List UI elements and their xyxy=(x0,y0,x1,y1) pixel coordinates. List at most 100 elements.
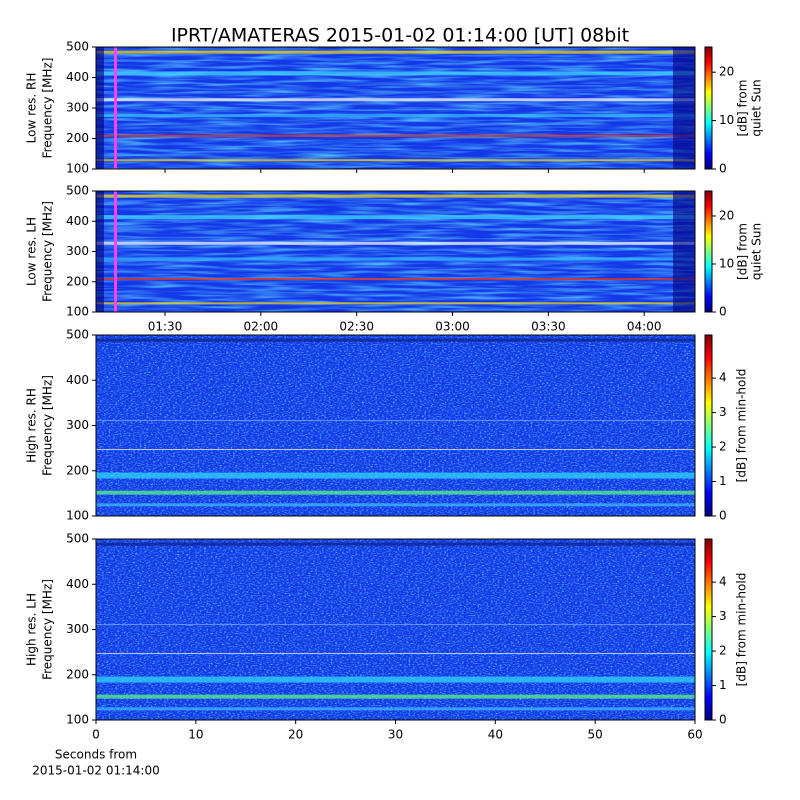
spectral-feature xyxy=(96,472,695,479)
x-tick-label: 03:00 xyxy=(435,320,470,334)
x-tick-label: 0 xyxy=(92,728,100,742)
colorbar xyxy=(704,334,713,517)
y-axis-label: High res. RH xyxy=(25,388,39,463)
x-axis-label: 2015-01-02 01:14:00 xyxy=(32,764,159,778)
colorbar-label: [dB] from xyxy=(736,80,750,137)
colorbar-label: quiet Sun xyxy=(750,79,764,136)
colorbar-tick-label: 0 xyxy=(719,713,727,727)
edge-block xyxy=(673,47,695,169)
chart-title: IPRT/AMATERAS 2015-01-02 01:14:00 [UT] 0… xyxy=(171,25,629,47)
y-tick-label: 200 xyxy=(66,274,89,288)
spectral-feature xyxy=(96,159,695,162)
spectral-feature xyxy=(96,257,695,261)
colorbar-tick-label: 10 xyxy=(719,113,734,127)
y-tick-label: 500 xyxy=(66,532,89,546)
colorbar-tick-label: 1 xyxy=(719,678,727,692)
x-tick-label: 02:00 xyxy=(244,320,279,334)
spectral-feature xyxy=(96,215,695,220)
colorbar-label: [dB] from min-hold xyxy=(735,573,749,687)
y-axis-label: Low res. RH xyxy=(25,73,39,144)
x-tick-label: 10 xyxy=(188,728,203,742)
colorbar-label: quiet Sun xyxy=(750,223,764,280)
spectral-feature xyxy=(96,194,695,198)
y-tick-label: 100 xyxy=(66,509,89,523)
y-tick-label: 100 xyxy=(66,305,89,319)
y-tick-label: 200 xyxy=(66,463,89,477)
colorbar-tick-label: 20 xyxy=(719,65,734,79)
spectral-feature xyxy=(96,676,695,683)
y-axis-label: Frequency [MHz] xyxy=(41,579,55,680)
spectral-feature xyxy=(96,420,695,422)
edge-block xyxy=(96,191,104,312)
x-tick-label: 60 xyxy=(687,728,702,742)
x-tick-label: 20 xyxy=(288,728,303,742)
spectrogram-texture xyxy=(96,191,695,312)
colorbar-tick-label: 3 xyxy=(719,405,727,419)
spectral-feature xyxy=(96,302,695,305)
y-axis-label: Low res. LH xyxy=(25,217,39,286)
y-axis-label: High res. LH xyxy=(25,593,39,666)
colorbar-tick-label: 1 xyxy=(719,474,727,488)
y-axis-label: Frequency [MHz] xyxy=(41,201,55,302)
y-tick-label: 400 xyxy=(66,214,89,228)
spectrogram-texture xyxy=(96,335,695,516)
colorbar-tick-label: 10 xyxy=(719,256,734,270)
x-tick-label: 01:30 xyxy=(148,320,183,334)
y-tick-label: 300 xyxy=(66,101,89,115)
colorbar-tick-label: 4 xyxy=(719,371,727,385)
colorbar-tick-label: 0 xyxy=(719,162,727,176)
marker-line xyxy=(114,191,117,312)
y-tick-label: 500 xyxy=(66,40,89,54)
colorbar-tick-label: 2 xyxy=(719,440,727,454)
y-tick-label: 500 xyxy=(66,184,89,198)
y-tick-label: 300 xyxy=(66,244,89,258)
spectral-feature xyxy=(96,98,695,102)
spectral-feature xyxy=(96,653,695,655)
colorbar xyxy=(704,190,713,313)
spectral-feature xyxy=(96,542,695,546)
y-axis-label: Frequency [MHz] xyxy=(41,375,55,476)
colorbar xyxy=(704,46,713,170)
x-tick-label: 03:30 xyxy=(531,320,566,334)
y-tick-label: 100 xyxy=(66,162,89,176)
spectral-feature xyxy=(96,50,695,54)
colorbar xyxy=(704,538,713,721)
x-tick-label: 04:00 xyxy=(627,320,662,334)
y-tick-label: 400 xyxy=(66,70,89,84)
spectral-feature xyxy=(96,241,695,245)
y-tick-label: 500 xyxy=(66,328,89,342)
x-tick-label: 30 xyxy=(388,728,403,742)
spectrogram-texture xyxy=(96,539,695,720)
y-tick-label: 300 xyxy=(66,418,89,432)
spectrogram xyxy=(96,539,695,720)
y-axis-label: Frequency [MHz] xyxy=(41,58,55,159)
y-tick-label: 400 xyxy=(66,373,89,387)
spectral-feature xyxy=(96,338,695,342)
spectrogram xyxy=(96,191,695,312)
spectral-feature xyxy=(96,707,695,711)
spectral-feature xyxy=(96,503,695,507)
spectral-feature xyxy=(96,134,695,137)
colorbar-label: [dB] from xyxy=(736,223,750,280)
spectral-feature xyxy=(96,694,695,699)
colorbar-tick-label: 0 xyxy=(719,305,727,319)
y-tick-label: 300 xyxy=(66,622,89,636)
colorbar-tick-label: 2 xyxy=(719,644,727,658)
y-tick-label: 200 xyxy=(66,131,89,145)
colorbar-tick-label: 0 xyxy=(719,509,727,523)
edge-block xyxy=(96,47,104,169)
spectrogram xyxy=(96,47,695,169)
edge-block xyxy=(673,191,695,312)
spectral-feature xyxy=(96,449,695,451)
x-tick-label: 02:30 xyxy=(339,320,374,334)
y-tick-label: 400 xyxy=(66,577,89,591)
colorbar-tick-label: 4 xyxy=(719,575,727,589)
spectral-feature xyxy=(96,114,695,118)
y-tick-label: 200 xyxy=(66,667,89,681)
x-axis-label: Seconds from xyxy=(55,748,137,762)
spectrogram-texture xyxy=(96,47,695,169)
spectral-feature xyxy=(96,278,695,281)
spectrogram xyxy=(96,335,695,516)
spectral-feature xyxy=(96,71,695,76)
spectral-feature xyxy=(96,624,695,626)
